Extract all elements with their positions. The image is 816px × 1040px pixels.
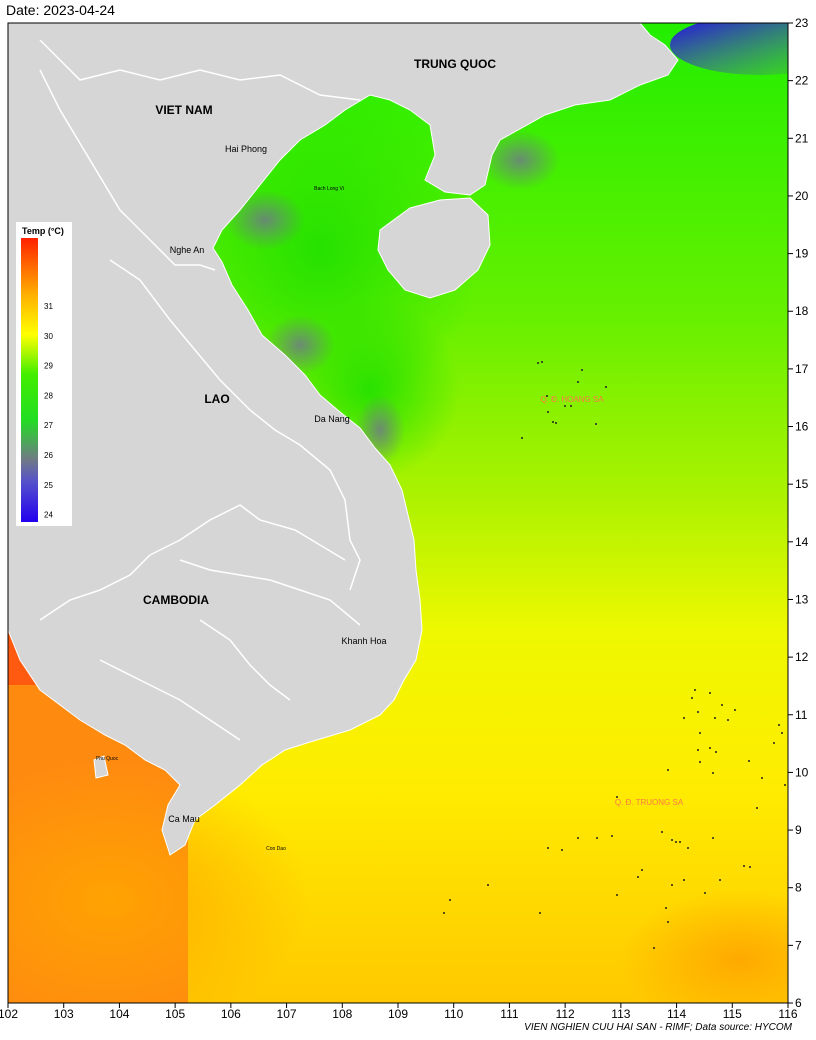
cool-water-zone [225, 190, 305, 250]
hainan-island [377, 197, 491, 299]
y-tick-label: 9 [795, 823, 802, 837]
y-tick-label: 18 [795, 304, 809, 318]
phu-quoc-island [93, 755, 109, 779]
y-tick-label: 10 [795, 765, 809, 779]
label-con-dao: Con Dao [266, 846, 286, 852]
legend-tick-label: 26 [44, 451, 53, 460]
y-tick-label: 13 [795, 592, 809, 606]
legend-tick-label: 31 [44, 302, 53, 311]
label-ca-mau: Ca Mau [168, 814, 200, 824]
label-da-nang: Da Nang [314, 414, 350, 424]
label-viet-nam: VIET NAM [155, 103, 212, 117]
y-tick-label: 6 [795, 996, 802, 1010]
y-tick-label: 16 [795, 420, 809, 434]
y-tick-label: 7 [795, 938, 802, 952]
x-tick-label: 111 [500, 1007, 519, 1021]
temperature-legend: Temp (°C) 31 30 29 28 27 26 25 24 [16, 222, 72, 526]
y-tick-label: 8 [795, 881, 802, 895]
y-tick-label: 17 [795, 362, 809, 376]
legend-tick-label: 28 [44, 391, 53, 400]
y-tick-label: 22 [795, 74, 809, 88]
x-tick-label: 109 [388, 1007, 408, 1021]
x-tick-label: 110 [444, 1007, 463, 1021]
y-tick-label: 14 [795, 535, 809, 549]
x-tick-label: 107 [277, 1007, 297, 1021]
label-bach-long-vi: Bach Long Vi [314, 186, 344, 192]
label-nghe-an: Nghe An [170, 245, 205, 255]
legend-tick-label: 30 [44, 332, 53, 341]
legend-tick-label: 25 [44, 481, 53, 490]
x-tick-label: 103 [54, 1007, 74, 1021]
y-tick-label: 20 [795, 189, 809, 203]
legend-tick-label: 29 [44, 362, 53, 371]
legend-title: Temp (°C) [22, 226, 64, 236]
label-lao: LAO [204, 392, 229, 406]
x-tick-label: 105 [165, 1007, 185, 1021]
label-khanh-hoa: Khanh Hoa [341, 636, 386, 646]
y-axis: 6 7 8 9 10 11 12 13 14 15 16 17 18 19 20 21 22 23 [788, 16, 809, 1010]
x-tick-label: 112 [556, 1007, 575, 1021]
label-phu-quoc: Phu Quoc [96, 756, 119, 762]
cold-water-zone [670, 23, 788, 75]
y-tick-label: 21 [795, 131, 809, 145]
x-tick-label: 106 [221, 1007, 241, 1021]
x-tick-label: 116 [778, 1007, 797, 1021]
label-trung-quoc: TRUNG QUOC [414, 57, 496, 71]
y-tick-label: 23 [795, 16, 809, 30]
label-cambodia: CAMBODIA [143, 593, 209, 607]
date-label: Date: 2023-04-24 [6, 2, 115, 18]
x-tick-label: 114 [667, 1007, 686, 1021]
x-tick-label: 115 [723, 1007, 742, 1021]
y-tick-label: 15 [795, 477, 809, 491]
x-tick-label: 104 [109, 1007, 129, 1021]
legend-tick-label: 27 [44, 421, 53, 430]
legend-tick-label: 24 [44, 511, 53, 520]
mainland-landmass [8, 23, 679, 856]
x-tick-label: 102 [0, 1007, 18, 1021]
y-tick-label: 19 [795, 247, 809, 261]
y-tick-label: 11 [795, 708, 808, 722]
footer-credit: VIEN NGHIEN CUU HAI SAN - RIMF; Data sou… [524, 1022, 792, 1033]
label-truong-sa: Q. Đ. TRUONG SA [615, 798, 684, 807]
country-borders [39, 39, 361, 741]
x-axis: 102 103 104 105 106 107 108 109 110 111 112 113 114 1… [0, 1003, 798, 1021]
y-tick-label: 12 [795, 650, 809, 664]
x-tick-label: 113 [611, 1007, 630, 1021]
island-dots [443, 361, 786, 949]
legend-colorbar [21, 238, 38, 522]
x-tick-label: 108 [332, 1007, 352, 1021]
label-hai-phong: Hai Phong [225, 144, 267, 154]
label-hoang-sa: Q. Đ. HOANG SA [540, 395, 604, 404]
